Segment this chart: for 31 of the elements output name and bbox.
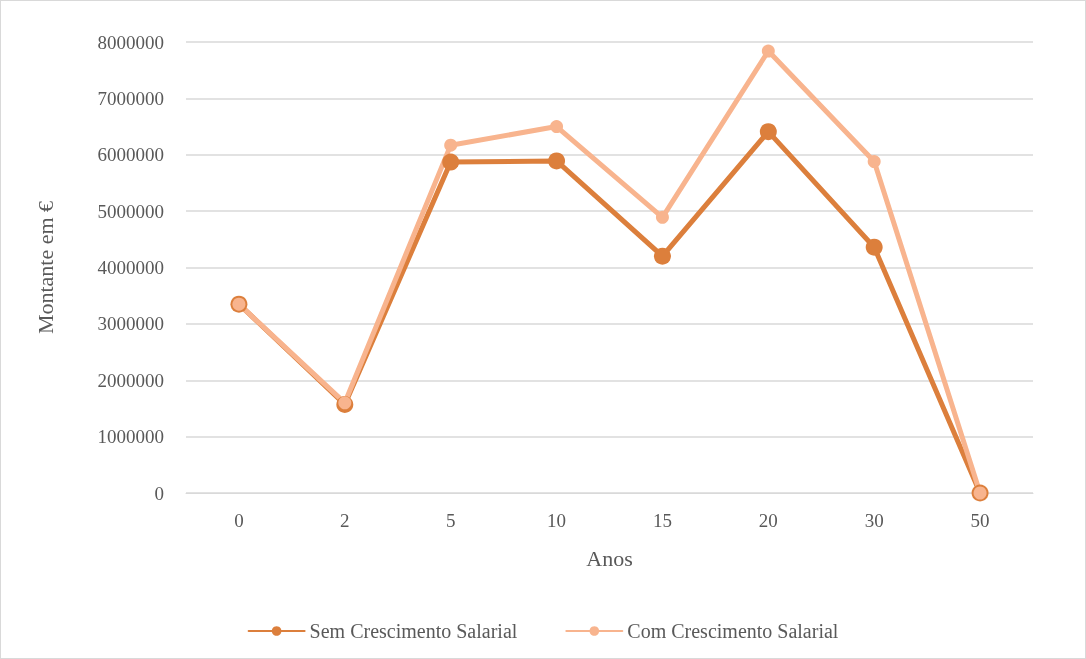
legend-label: Com Crescimento Salarial [627,620,839,642]
y-tick-label: 6000000 [97,144,164,166]
y-tick-label: 0 [154,482,164,504]
y-tick-label: 7000000 [97,87,164,109]
point [653,247,671,265]
legend-label: Sem Crescimento Salarial [309,620,518,642]
point [655,210,669,224]
x-tick-label: 0 [234,510,244,531]
point [442,153,460,171]
y-tick-label: 2000000 [97,369,164,391]
y-tick-label: 5000000 [97,200,164,222]
point [759,123,777,141]
point [867,155,881,169]
point [550,120,564,134]
y-tick-label: 8000000 [97,31,164,53]
point [761,44,775,58]
x-tick-label: 30 [864,510,884,531]
point [444,138,458,152]
y-tick-label: 4000000 [97,257,164,278]
point [548,152,566,170]
y-axis-title: Montante em € [32,200,58,335]
x-tick-label: 20 [758,510,778,531]
x-tick-label: 2 [340,510,350,531]
x-tick-label: 15 [652,510,672,531]
point [865,238,883,256]
x-tick-label: 10 [547,510,567,531]
x-tick-label: 50 [970,510,990,531]
x-axis-title: Anos [586,545,633,571]
y-tick-label: 3000000 [97,313,164,335]
x-tick-label: 5 [445,510,456,531]
y-tick-label: 1000000 [97,426,164,448]
